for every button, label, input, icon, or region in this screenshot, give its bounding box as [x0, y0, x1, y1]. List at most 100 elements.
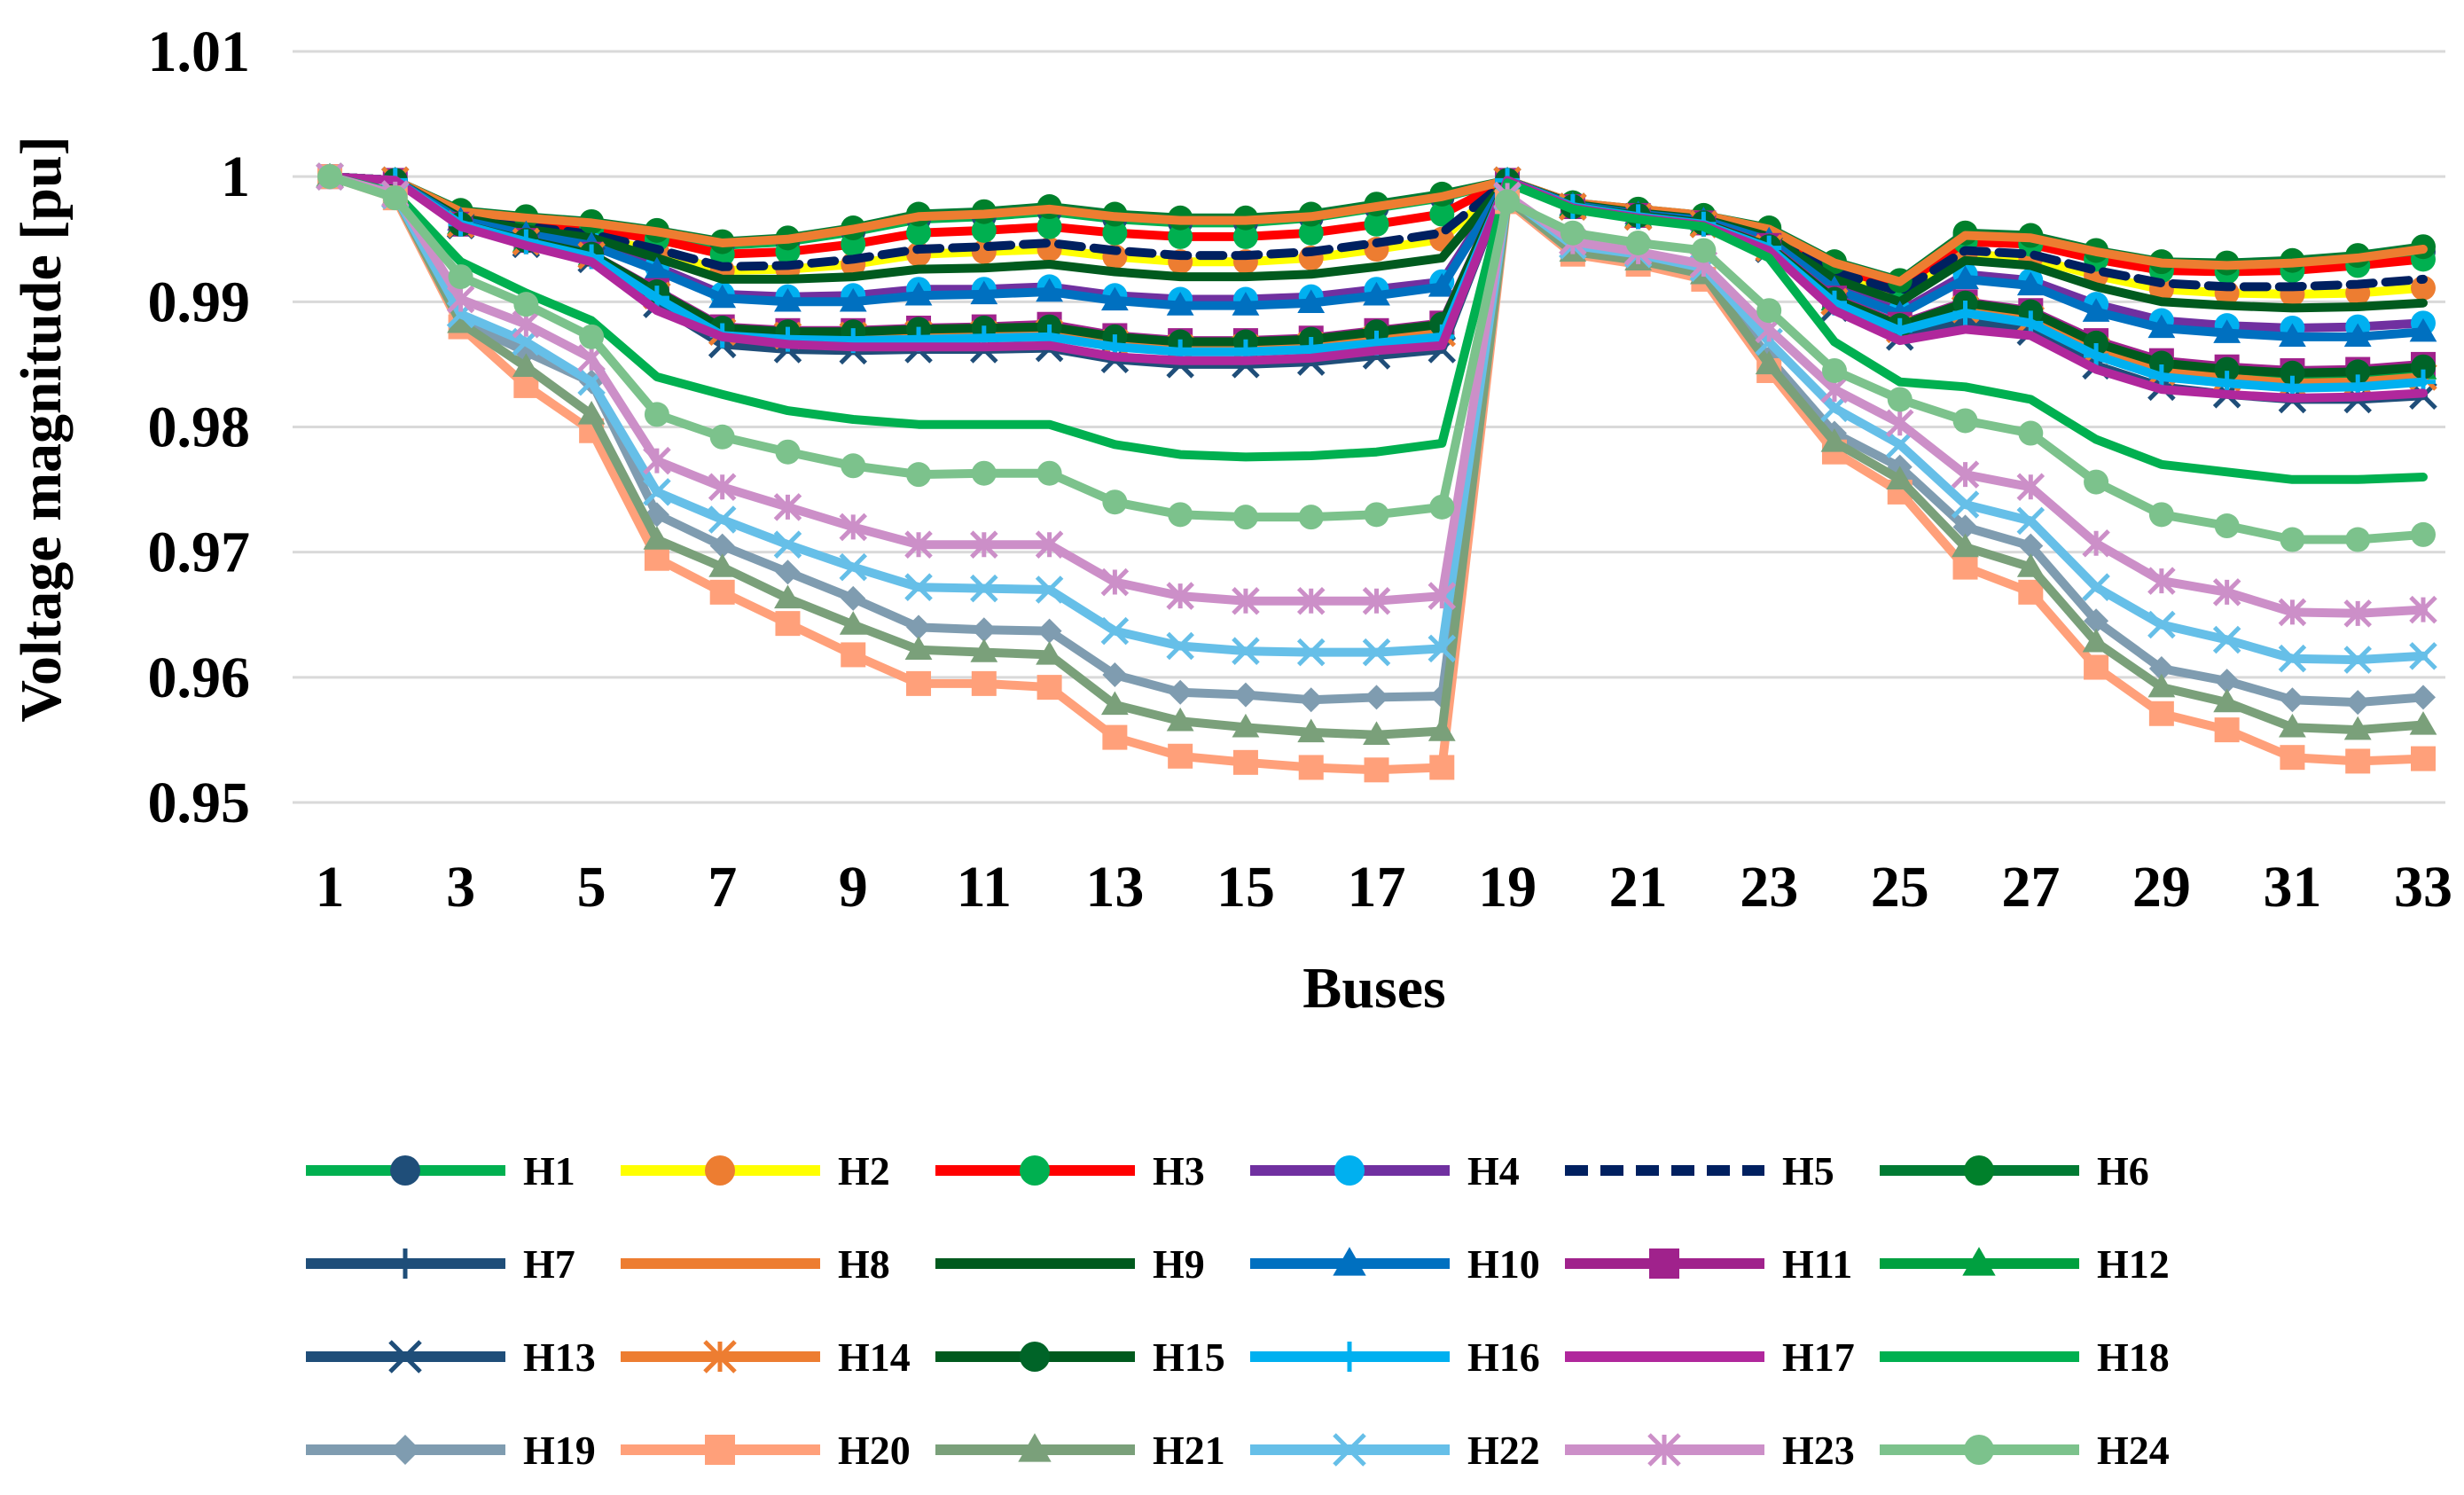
- triangle-marker: [904, 281, 933, 306]
- star-marker: [1232, 586, 1260, 615]
- x-tick-label: 23: [1740, 855, 1798, 920]
- triangle-marker: [1100, 691, 1129, 716]
- x-marker: [643, 478, 671, 506]
- legend-label: H18: [2097, 1335, 2170, 1380]
- diamond-marker: [775, 560, 801, 585]
- circle-marker: [1964, 1435, 1994, 1465]
- triangle-marker: [1428, 717, 1456, 741]
- y-tick-label: 0.98: [148, 395, 251, 460]
- diamond-marker: [2214, 669, 2240, 694]
- square-marker: [2411, 746, 2436, 771]
- circle-marker: [2345, 527, 2371, 552]
- legend-label: H4: [1467, 1148, 1520, 1194]
- y-tick-label: 1.01: [148, 20, 251, 84]
- legend-item-H5: H5: [1565, 1148, 1834, 1194]
- x-tick-label: 17: [1348, 855, 1406, 920]
- x-tick-label: 29: [2132, 855, 2191, 920]
- series-line: [325, 172, 2428, 313]
- circle-marker: [1756, 298, 1782, 324]
- legend-item-H14: H14: [621, 1335, 911, 1380]
- x-tick-label: 21: [1609, 855, 1668, 920]
- x-marker: [2147, 610, 2176, 639]
- triangle-marker: [643, 256, 671, 281]
- circle-marker: [1036, 214, 1062, 239]
- legend-label: H1: [523, 1148, 575, 1194]
- x-marker: [2016, 506, 2046, 536]
- y-tick-label: 0.99: [148, 270, 251, 334]
- legend-label: H10: [1467, 1241, 1540, 1287]
- star-marker: [1035, 530, 1064, 559]
- x-marker: [1035, 575, 1064, 604]
- legend-item-H22: H22: [1250, 1428, 1540, 1473]
- triangle-marker: [1100, 286, 1129, 311]
- square-marker: [906, 670, 932, 696]
- x-tick-label: 5: [577, 855, 606, 920]
- legend-label: H3: [1153, 1148, 1205, 1194]
- triangle-marker: [1018, 1433, 1052, 1462]
- legend-item-H18: H18: [1880, 1335, 2170, 1380]
- series-H24: [317, 164, 2436, 552]
- x-marker: [2278, 644, 2307, 673]
- x-marker: [1428, 634, 1457, 663]
- star-marker: [970, 530, 998, 559]
- triangle-marker: [1952, 265, 1979, 290]
- legend-item-H15: H15: [935, 1335, 1225, 1380]
- triangle-marker: [839, 287, 867, 312]
- circle-marker: [2148, 350, 2174, 376]
- circle-marker: [2411, 275, 2436, 301]
- y-tick-label: 1: [221, 145, 250, 209]
- circle-marker: [2214, 513, 2240, 539]
- series-line: [325, 172, 2428, 403]
- diamond-marker: [2148, 655, 2174, 681]
- circle-marker: [382, 185, 408, 211]
- x-marker: [1296, 638, 1326, 667]
- legend-item-H20: H20: [621, 1428, 911, 1473]
- triangle-marker: [1297, 289, 1326, 313]
- square-marker: [1298, 755, 1324, 780]
- triangle-marker: [1036, 278, 1063, 302]
- legend-label: H20: [838, 1428, 911, 1473]
- legend-item-H4: H4: [1250, 1148, 1520, 1194]
- legend-label: H22: [1467, 1428, 1540, 1473]
- circle-marker: [1298, 220, 1324, 246]
- square-marker: [775, 611, 801, 637]
- square-marker: [2280, 745, 2305, 771]
- series-H9: [325, 172, 2428, 313]
- x-marker: [1232, 637, 1260, 665]
- legend-item-H3: H3: [935, 1148, 1205, 1194]
- square-marker: [2084, 654, 2109, 680]
- triangle-marker: [2016, 553, 2045, 577]
- circle-marker: [1168, 502, 1193, 528]
- x-marker: [773, 530, 802, 559]
- legend-label: H24: [2097, 1428, 2170, 1473]
- x-marker: [1333, 1433, 1366, 1467]
- series-lines: [316, 162, 2437, 783]
- legend-item-H16: H16: [1250, 1335, 1540, 1380]
- circle-marker: [1625, 230, 1651, 255]
- star-marker: [2147, 567, 2176, 595]
- x-marker: [904, 573, 933, 601]
- triangle-marker: [1886, 466, 1914, 489]
- star-marker: [2016, 473, 2046, 502]
- legend-label: H13: [523, 1335, 596, 1380]
- square-marker: [1649, 1248, 1679, 1279]
- triangle-marker: [1166, 707, 1194, 732]
- series-line: [325, 172, 2428, 296]
- triangle-marker: [1036, 641, 1063, 665]
- triangle-marker: [774, 584, 802, 609]
- square-marker: [705, 1435, 735, 1465]
- series-line: [325, 172, 2428, 286]
- legend-label: H14: [838, 1335, 911, 1380]
- triangle-marker: [904, 636, 933, 660]
- star-marker: [1166, 582, 1194, 610]
- series-H21: [316, 162, 2437, 745]
- triangle-marker: [1428, 272, 1456, 297]
- triangle-marker: [1952, 533, 1979, 558]
- legend-item-H11: H11: [1565, 1241, 1852, 1287]
- x-tick-label: 7: [708, 855, 737, 920]
- x-axis-ticks: 1 3 5 7 9 11 13 15 17 19 21 23 25 27 29 31 33: [316, 855, 2453, 920]
- square-marker: [2148, 701, 2174, 726]
- circle-marker: [1560, 220, 1585, 246]
- triangle-marker: [2213, 319, 2241, 343]
- y-axis-label: Voltage magnitude [pu]: [9, 136, 74, 722]
